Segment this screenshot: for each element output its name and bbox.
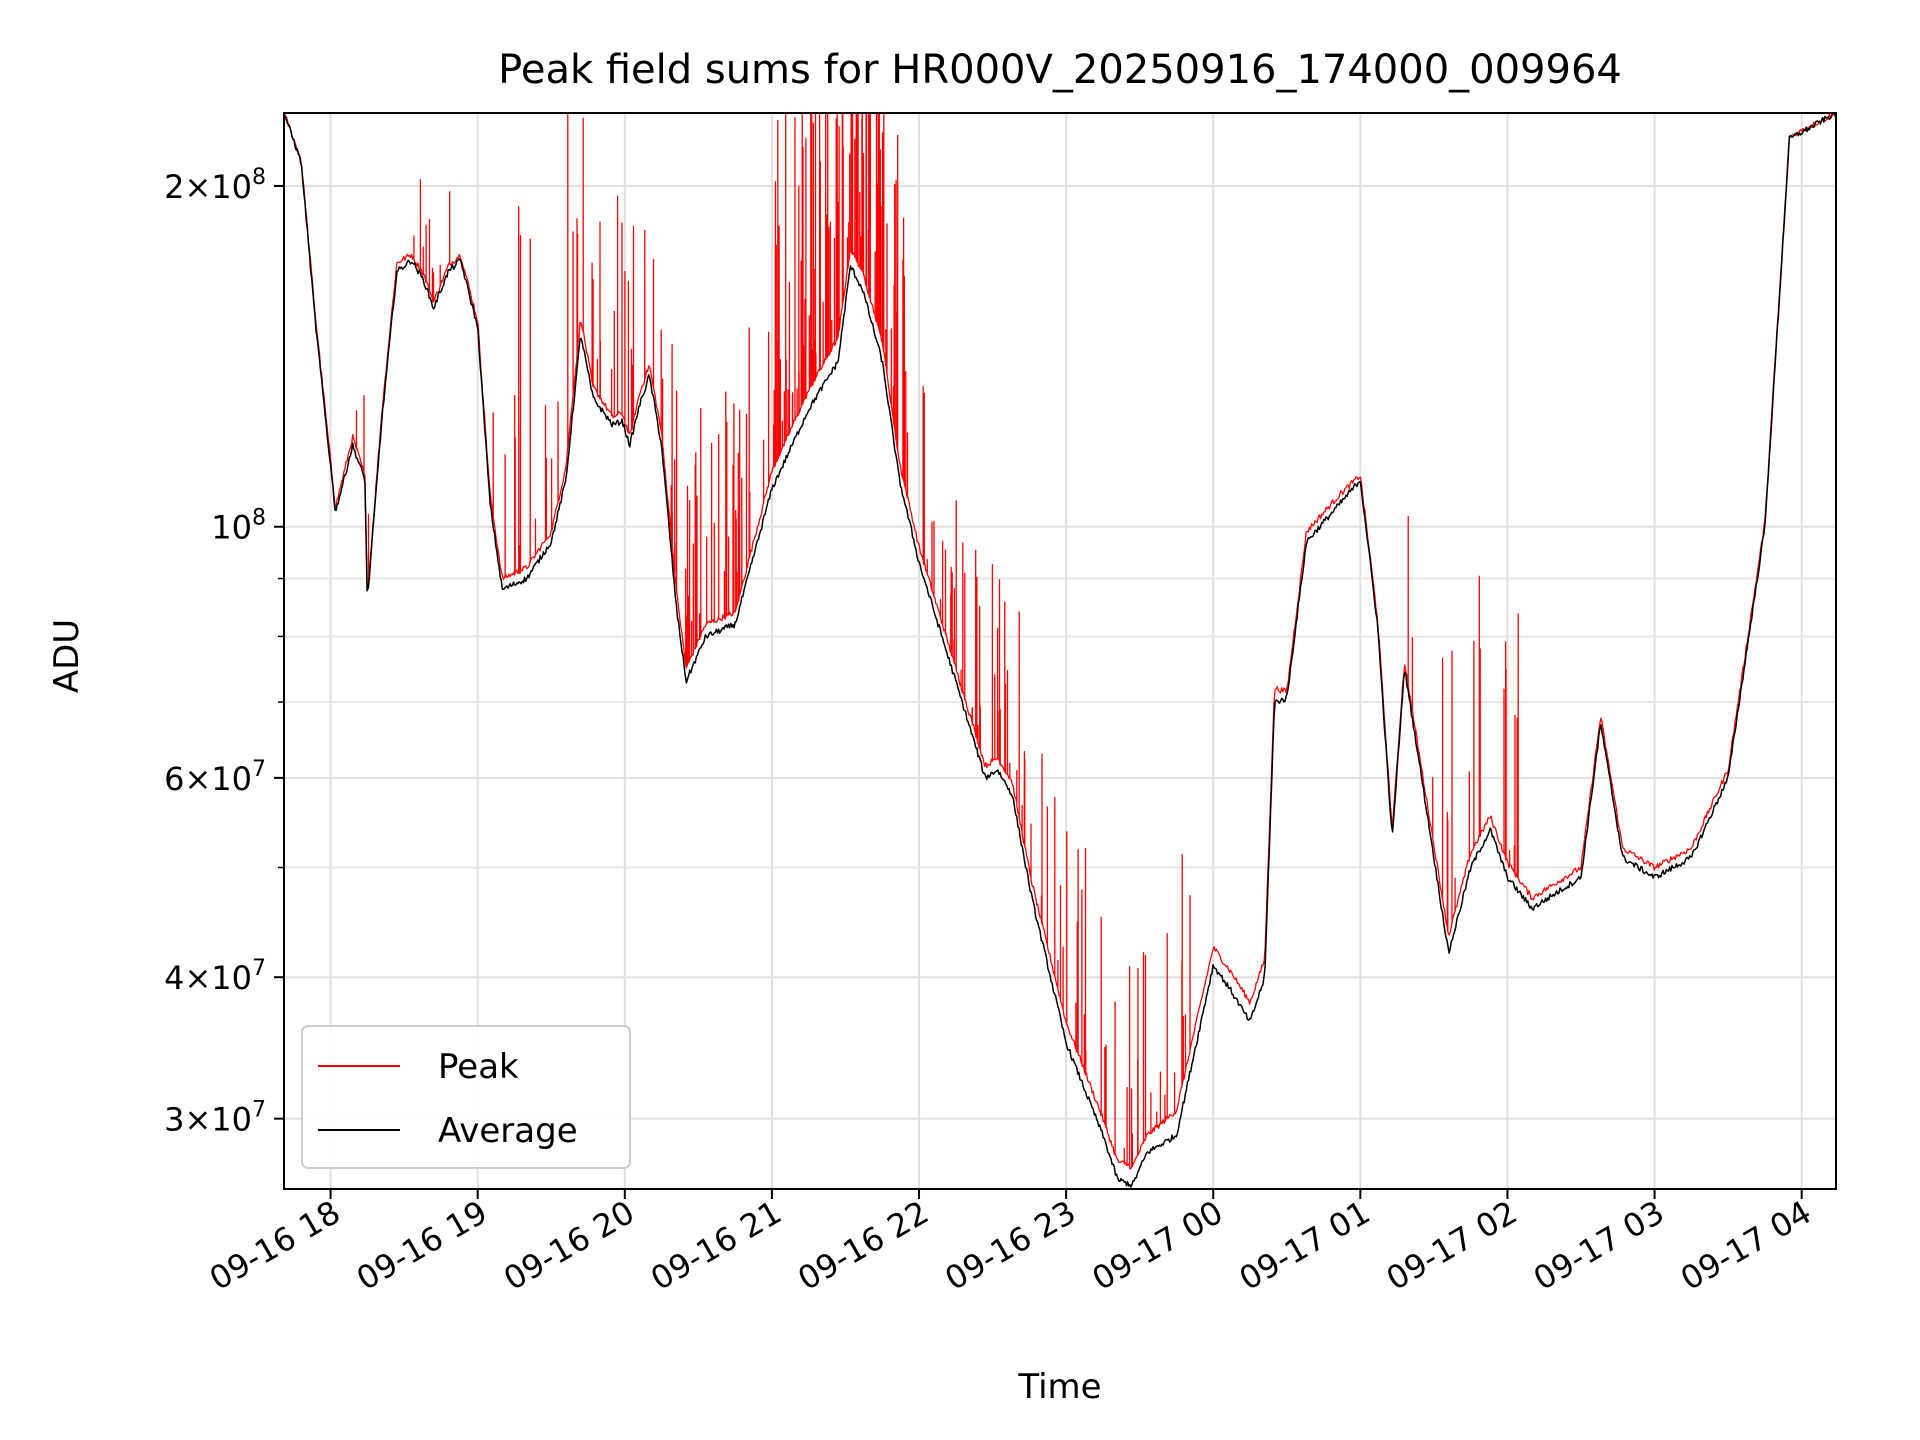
- legend-label-average: Average: [438, 1111, 578, 1151]
- series-layer: [284, 113, 1836, 1188]
- legend-box: [301, 1025, 631, 1169]
- y-tick-label: 4×107: [164, 956, 266, 997]
- legend: Peak Average: [301, 1025, 631, 1169]
- x-axis-label: Time: [1017, 1367, 1101, 1407]
- y-tick-label: 2×108: [164, 165, 266, 206]
- plot-frame: [283, 112, 1837, 1190]
- y-tick-label: 3×107: [164, 1098, 266, 1139]
- series-line-average: [284, 113, 1836, 1188]
- series-line-peak: [284, 113, 1836, 1170]
- y-axis-label: ADU: [47, 619, 87, 693]
- y-tick-label: 6×107: [164, 757, 266, 798]
- chart-title: Peak field sums for HR000V_20250916_1740…: [498, 47, 1622, 93]
- y-axis: 3×107 4×107 6×107 108 2×108: [164, 165, 284, 1139]
- legend-label-peak: Peak: [438, 1047, 519, 1087]
- y-tick-label: 108: [211, 506, 266, 547]
